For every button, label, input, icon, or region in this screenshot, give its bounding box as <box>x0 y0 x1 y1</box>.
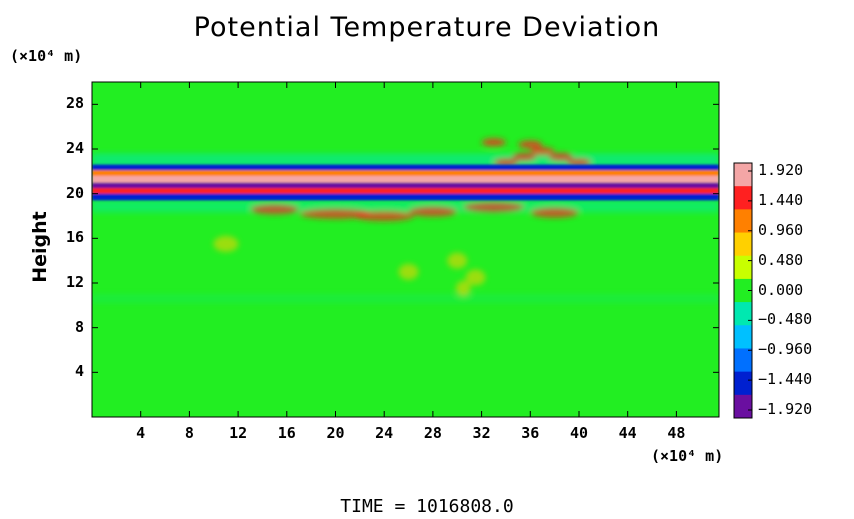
temperature-band-4 <box>92 188 719 195</box>
chart-title: Potential Temperature Deviation <box>193 12 661 43</box>
y-tick-label: 12 <box>65 273 84 291</box>
x-tick-label: 40 <box>569 424 589 442</box>
x-tick-label: 12 <box>229 424 248 442</box>
band-layer <box>92 164 719 201</box>
colorbar-swatch <box>734 348 752 373</box>
colorbar-swatch <box>734 186 752 210</box>
x-tick-label: 32 <box>472 424 491 442</box>
colorbar-label: 1.440 <box>758 190 804 209</box>
x-tick-label: 36 <box>521 424 540 442</box>
x-tick-label: 16 <box>277 424 296 442</box>
colorbar-label: 0.000 <box>758 280 804 299</box>
colorbar-label: 0.480 <box>758 250 804 269</box>
plot-frame <box>91 81 720 418</box>
colorbar-swatch <box>734 302 752 326</box>
colorbar <box>733 162 753 419</box>
colorbar-label: 1.920 <box>758 161 804 179</box>
colorbar-swatch <box>734 394 752 419</box>
temperature-band-0 <box>92 164 719 172</box>
y-axis-unit: (×10⁴ m) <box>10 47 83 65</box>
y-tick-label: 20 <box>65 183 84 202</box>
colorbar-swatch <box>734 232 752 257</box>
temperature-band-1 <box>92 170 719 177</box>
colorbar-label: −1.920 <box>758 400 813 418</box>
background-field <box>92 82 719 417</box>
x-tick-label: 8 <box>184 424 194 442</box>
colorbar-swatch <box>734 371 752 396</box>
x-tick-label: 44 <box>618 424 637 442</box>
colorbar-swatch <box>734 209 752 234</box>
temperature-band-3 <box>92 182 719 190</box>
colorbar-swatch <box>734 278 752 303</box>
temperature-band-2 <box>92 175 719 183</box>
colorbar-label: −1.440 <box>758 370 813 389</box>
temperature-band-5 <box>92 193 719 201</box>
colorbar-swatch <box>734 255 752 280</box>
colorbar-label: −0.960 <box>758 340 813 359</box>
y-tick-label: 28 <box>65 94 84 113</box>
x-tick-label: 24 <box>375 424 394 442</box>
time-footer: TIME = 1016808.0 <box>340 496 514 517</box>
x-axis-unit: (×10⁴ m) <box>651 447 724 465</box>
x-tick-label: 20 <box>326 424 345 442</box>
colorbar-swatch <box>734 163 752 187</box>
x-tick-label: 28 <box>423 424 442 442</box>
y-tick-label: 16 <box>65 228 84 247</box>
colorbar-swatch <box>734 325 752 349</box>
colorbar-label: 0.960 <box>758 220 804 239</box>
y-tick-label: 4 <box>74 362 84 381</box>
colorbar-label: −0.480 <box>758 310 813 329</box>
y-tick-label: 8 <box>74 317 84 336</box>
x-tick-label: 4 <box>136 424 146 442</box>
x-tick-label: 48 <box>667 424 686 442</box>
y-tick-label: 24 <box>65 139 84 157</box>
